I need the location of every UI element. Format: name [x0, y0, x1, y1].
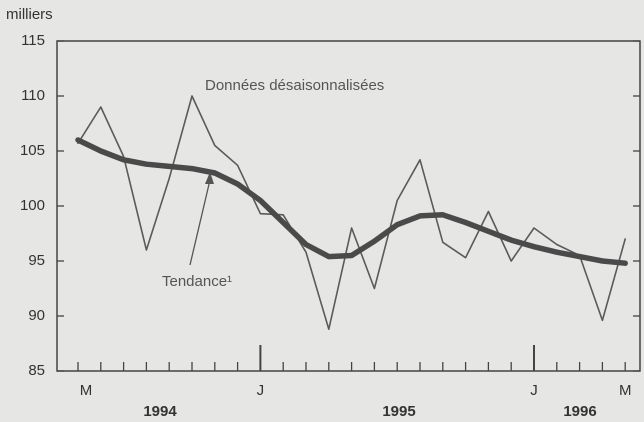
x-tick-label: J	[530, 382, 538, 399]
y-tick-label: 90	[28, 307, 45, 324]
x-tick-label: M	[80, 382, 93, 399]
y-tick-label: 105	[20, 142, 45, 159]
x-tick-label: M	[619, 382, 632, 399]
data-line	[75, 137, 628, 266]
year-label: 1996	[563, 403, 596, 420]
y-tick-label: 110	[21, 87, 45, 104]
y-tick-label: 100	[20, 197, 45, 214]
year-label: 1994	[143, 403, 177, 420]
y-tick-label: 95	[28, 252, 45, 269]
x-tick-label: J	[257, 382, 265, 399]
series-label: Données désaisonnalisées	[205, 77, 385, 94]
series-label: Tendance¹	[162, 273, 233, 290]
data-line	[77, 95, 626, 330]
y-axis-label: milliers	[6, 6, 53, 23]
y-tick-label: 85	[28, 362, 45, 379]
year-label: 1995	[382, 403, 415, 420]
y-tick-label: 115	[21, 32, 45, 49]
